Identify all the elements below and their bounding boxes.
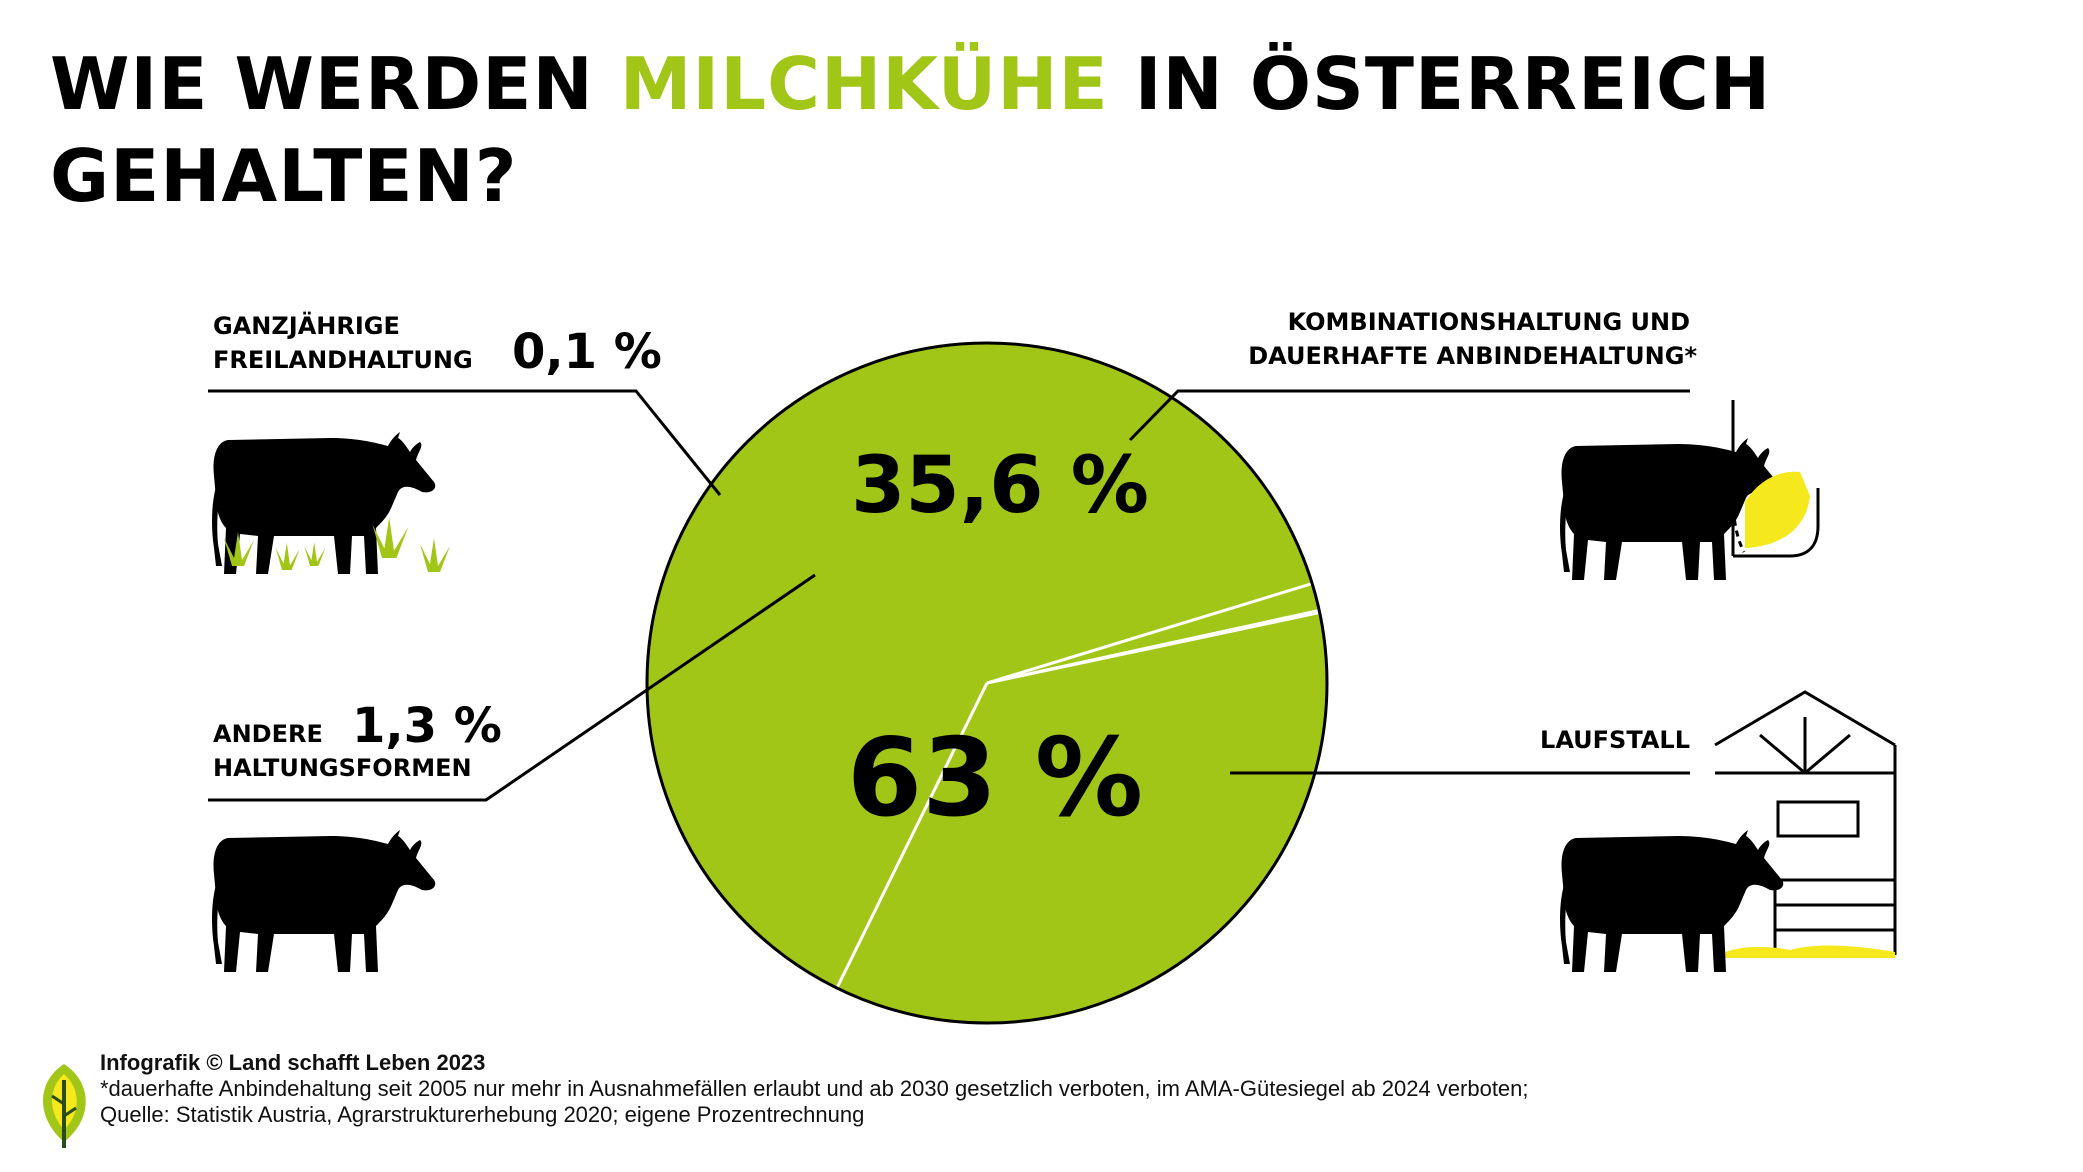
footnote: *dauerhafte Anbindehaltung seit 2005 nur… xyxy=(100,1076,1529,1101)
cow-icon xyxy=(212,830,436,972)
cow-on-pasture-icon xyxy=(212,432,450,574)
footer: Infografik © Land schafft Leben 2023 *da… xyxy=(100,1050,1529,1128)
slice-separator xyxy=(986,608,1320,685)
leader-line-kombination xyxy=(1128,389,1690,442)
page-title: WIE WERDEN MILCHKÜHE IN ÖSTERREICH GEHAL… xyxy=(50,38,1950,222)
credit: Infografik © Land schafft Leben 2023 xyxy=(100,1050,486,1075)
label-kombination-line1: KOMBINATIONSHALTUNG UND xyxy=(1288,308,1690,336)
label-andere-line2: HALTUNGSFORMEN xyxy=(213,754,472,782)
leader-lines xyxy=(208,389,1690,802)
leader-line-andere xyxy=(208,573,816,802)
tethered-cow-icon xyxy=(1560,400,1820,580)
slice-separator xyxy=(986,582,1313,685)
value-label-laufstall: 63 % xyxy=(847,716,1143,841)
pie-slices xyxy=(645,341,1329,1025)
label-freiland-line1: GANZJÄHRIGE xyxy=(213,311,400,340)
label-laufstall: LAUFSTALL xyxy=(1540,726,1690,754)
leader-line-freiland xyxy=(208,389,722,496)
slice-separator xyxy=(835,682,989,989)
pie-outline xyxy=(645,341,1329,1025)
slice-laufstall xyxy=(647,343,1313,989)
source: Quelle: Statistik Austria, Agrarstruktur… xyxy=(100,1102,865,1127)
value-label-freiland: 0,1 % xyxy=(512,324,662,380)
label-freiland-line2: FREILANDHALTUNG xyxy=(213,346,473,374)
value-label-andere: 1,3 % xyxy=(352,698,502,754)
title-part2: IN ÖSTERREICH xyxy=(1108,42,1772,126)
leaf-logo-icon xyxy=(43,1064,86,1148)
cow-in-barn-icon xyxy=(1560,690,1897,972)
slice-kombination xyxy=(836,612,1328,1024)
title-highlight: MILCHKÜHE xyxy=(619,42,1109,126)
label-andere-line1: ANDERE xyxy=(213,720,323,748)
title-part1: WIE WERDEN xyxy=(50,42,620,126)
value-label-kombination: 35,6 % xyxy=(851,441,1149,531)
title-line2: GEHALTEN? xyxy=(50,134,518,218)
label-kombination-line2: DAUERHAFTE ANBINDEHALTUNG* xyxy=(1248,342,1697,370)
